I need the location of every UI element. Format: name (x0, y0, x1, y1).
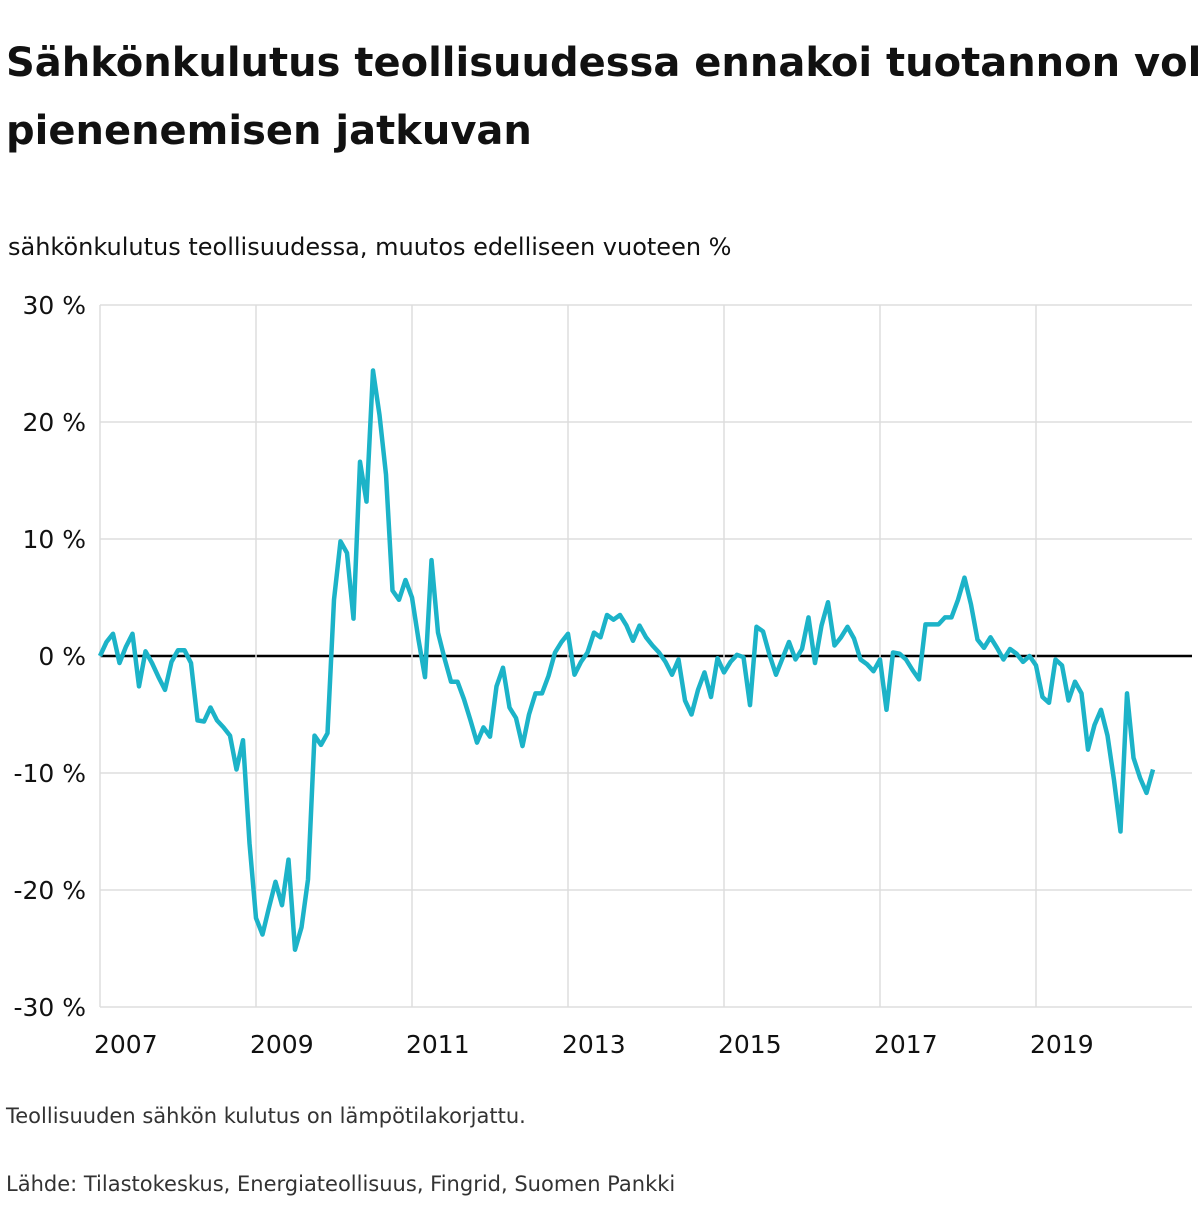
x-tick-label: 2011 (406, 1030, 470, 1059)
y-tick-label: 20 % (22, 408, 86, 437)
y-tick-label: -20 % (13, 876, 86, 905)
source: Lähde: Tilastokeskus, Energiateollisuus,… (6, 1172, 675, 1196)
data-line (97, 368, 1156, 952)
x-tick-label: 2007 (94, 1030, 158, 1059)
chart-title: Sähkönkulutus teollisuudessa ennakoi tuo… (6, 40, 1199, 154)
y-tick-label: 30 % (22, 291, 86, 320)
y-tick-label: -30 % (13, 993, 86, 1022)
title-line: pienenemisen jatkuvan (6, 108, 532, 154)
x-tick-label: 2009 (250, 1030, 314, 1059)
x-tick-label: 2013 (562, 1030, 626, 1059)
title-line: Sähkönkulutus teollisuudessa ennakoi tuo… (6, 40, 1199, 86)
y-tick-label: 0 % (38, 642, 86, 671)
subtitle: sähkönkulutus teollisuudessa, muutos ede… (8, 233, 731, 261)
note: Teollisuuden sähkön kulutus on lämpötila… (5, 1104, 526, 1128)
x-tick-label: 2015 (718, 1030, 782, 1059)
y-tick-label: 10 % (22, 525, 86, 554)
x-tick-label: 2019 (1030, 1030, 1094, 1059)
x-tick-label: 2017 (874, 1030, 938, 1059)
y-tick-label: -10 % (13, 759, 86, 788)
